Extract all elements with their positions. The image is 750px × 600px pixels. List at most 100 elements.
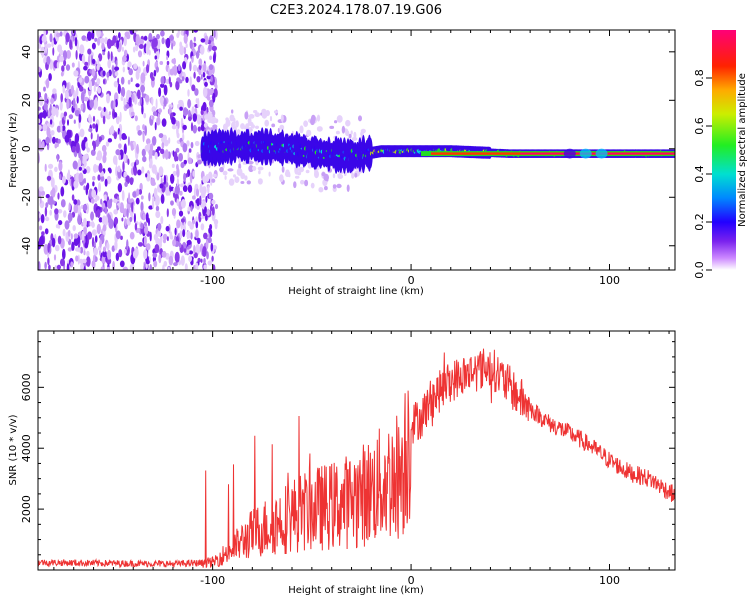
- halo-speckle: [354, 172, 358, 178]
- noise-speckle: [137, 125, 141, 131]
- noise-speckle: [151, 198, 155, 209]
- noise-speckle: [132, 191, 137, 198]
- noise-speckle: [117, 165, 121, 173]
- noise-speckle: [124, 31, 130, 38]
- noise-speckle: [162, 264, 165, 270]
- noise-speckle: [161, 118, 167, 127]
- halo-speckle: [244, 111, 249, 120]
- noise-speckle: [54, 166, 58, 172]
- spectrogram-ytick-label: 40: [20, 45, 33, 59]
- noise-speckle: [52, 88, 57, 94]
- noise-speckle: [187, 206, 191, 212]
- halo-speckle: [329, 125, 335, 129]
- noise-speckle: [89, 221, 92, 227]
- noise-speckle: [187, 98, 191, 109]
- noise-speckle: [71, 241, 75, 251]
- noise-speckle: [196, 204, 200, 210]
- noise-speckle: [159, 183, 164, 189]
- noise-speckle: [80, 91, 85, 103]
- noise-speckle: [49, 119, 53, 125]
- noise-speckle: [181, 76, 185, 82]
- noise-speckle: [178, 210, 184, 217]
- noise-speckle: [81, 231, 85, 241]
- noise-speckle: [123, 35, 127, 47]
- noise-speckle: [67, 169, 70, 178]
- noise-speckle: [180, 199, 186, 209]
- noise-speckle: [196, 198, 200, 207]
- noise-speckle: [96, 78, 101, 85]
- noise-speckle: [174, 251, 180, 263]
- noise-speckle: [145, 259, 150, 265]
- noise-speckle: [51, 237, 56, 248]
- noise-speckle: [175, 147, 180, 153]
- noise-speckle: [101, 256, 106, 265]
- noise-speckle: [71, 194, 75, 201]
- noise-speckle: [90, 149, 96, 156]
- noise-speckle: [151, 96, 154, 106]
- noise-speckle: [192, 219, 196, 224]
- noise-speckle: [155, 98, 158, 109]
- halo-speckle: [341, 125, 346, 134]
- noise-speckle: [38, 96, 44, 106]
- halo-speckle: [345, 119, 351, 127]
- noise-speckle: [74, 110, 80, 117]
- noise-speckle: [168, 35, 174, 41]
- noise-speckle: [158, 254, 162, 264]
- noise-speckle: [124, 218, 127, 227]
- noise-speckle: [156, 116, 161, 126]
- noise-speckle: [97, 174, 101, 181]
- noise-speckle: [118, 249, 123, 258]
- noise-speckle: [113, 132, 117, 140]
- noise-speckle: [163, 98, 167, 107]
- noise-speckle: [48, 163, 54, 169]
- noise-speckle: [82, 217, 87, 228]
- noise-speckle: [140, 222, 144, 229]
- noise-speckle: [208, 192, 214, 200]
- noise-speckle: [145, 212, 149, 223]
- noise-speckle: [142, 156, 147, 163]
- snr-xlabel: Height of straight line (km): [288, 585, 424, 596]
- noise-speckle: [106, 249, 112, 260]
- halo-speckle: [346, 184, 350, 192]
- halo-speckle: [258, 170, 261, 175]
- noise-speckle: [165, 225, 170, 232]
- noise-speckle: [97, 106, 102, 111]
- noise-speckle: [167, 191, 171, 196]
- noise-speckle: [42, 123, 48, 132]
- noise-speckle: [53, 254, 57, 261]
- noise-speckle: [130, 143, 134, 151]
- noise-speckle: [183, 107, 188, 117]
- noise-speckle: [41, 35, 47, 43]
- noise-speckle: [38, 186, 44, 192]
- noise-speckle: [180, 162, 185, 169]
- noise-speckle: [39, 196, 42, 204]
- halo-speckle: [351, 172, 355, 179]
- noise-speckle: [114, 66, 120, 71]
- noise-speckle: [81, 54, 86, 64]
- noise-speckle: [202, 101, 207, 112]
- noise-speckle: [208, 44, 212, 52]
- noise-speckle: [193, 187, 196, 198]
- noise-speckle: [145, 43, 150, 55]
- noise-speckle: [68, 202, 71, 211]
- noise-speckle: [143, 35, 148, 41]
- noise-speckle: [195, 188, 200, 197]
- halo-speckle: [240, 181, 245, 184]
- noise-speckle: [55, 244, 60, 252]
- halo-speckle: [299, 125, 304, 134]
- noise-speckle: [158, 166, 164, 177]
- halo-speckle: [336, 183, 342, 189]
- noise-speckle: [153, 37, 158, 48]
- noise-speckle: [173, 262, 178, 267]
- noise-speckle: [98, 182, 101, 193]
- noise-speckle: [98, 217, 103, 223]
- noise-speckle: [117, 83, 121, 95]
- noise-speckle: [94, 235, 98, 243]
- noise-speckle: [123, 152, 127, 163]
- noise-speckle: [166, 60, 170, 66]
- noise-speckle: [190, 122, 194, 132]
- halo-speckle: [332, 173, 336, 179]
- noise-speckle: [115, 60, 118, 67]
- noise-speckle: [92, 123, 96, 129]
- noise-speckle: [106, 71, 110, 78]
